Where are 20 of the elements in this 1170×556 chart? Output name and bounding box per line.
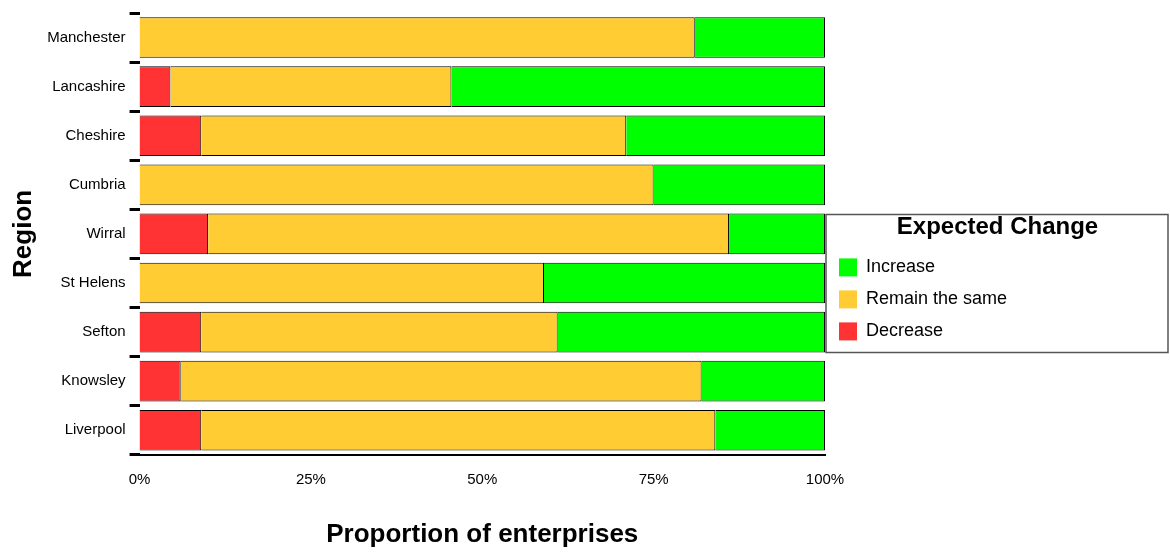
y-tick-label: Cheshire — [65, 125, 126, 143]
y-tick-label: Knowsley — [61, 371, 127, 389]
legend-label: Remain the same — [866, 288, 1008, 309]
y-tick-label: Lancashire — [52, 76, 126, 94]
y-tick-label: Liverpool — [64, 420, 126, 438]
x-tick-label: 75% — [638, 469, 669, 487]
legend-label: Decrease — [866, 320, 944, 341]
x-tick-label: 25% — [295, 469, 326, 487]
legend-label: Increase — [866, 256, 936, 277]
y-tick-label: Cumbria — [68, 174, 127, 192]
x-tick-label: 100% — [805, 469, 845, 487]
y-tick-label: Manchester — [47, 27, 126, 45]
x-tick-label: 50% — [467, 469, 498, 487]
legend-title: Expected Change — [896, 212, 1099, 240]
y-tick-label: Wirral — [86, 224, 126, 242]
y-tick-label: St Helens — [60, 273, 126, 291]
y-tick-label: Sefton — [82, 322, 126, 340]
y-axis-title: Region — [6, 189, 37, 278]
x-axis-title: Proportion of enterprises — [326, 517, 639, 548]
x-tick-label: 0% — [128, 469, 151, 487]
